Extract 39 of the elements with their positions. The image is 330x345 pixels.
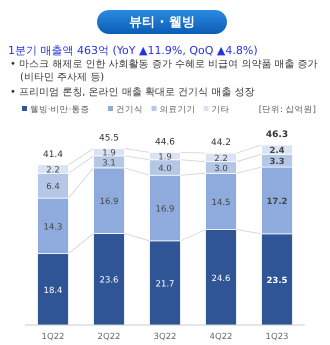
total-label: 46.3: [266, 130, 288, 140]
total-label: 45.5: [98, 133, 120, 144]
data-label: 6.4: [46, 182, 60, 192]
x-tick-label: 1Q23: [266, 332, 288, 342]
data-label: 18.4: [44, 286, 62, 296]
data-label: 1.9: [102, 148, 116, 159]
chart-subtitle: 1분기 매출액 463억 (YoY ▲11.9%, QoQ ▲4.8%): [8, 43, 258, 58]
x-tick-label: 3Q22: [154, 332, 176, 342]
data-label: 17.2: [266, 196, 288, 207]
data-label: 16.9: [100, 197, 118, 208]
legend-label: 건기식: [116, 105, 143, 115]
text: • 프리미엄 론칭, 온라인 매출 확대로 건기식 매출 성장: [10, 86, 256, 99]
data-label: 4.0: [158, 164, 172, 174]
data-label: 3.1: [102, 158, 116, 168]
data-label: 23.5: [266, 276, 288, 286]
legend-label: 기타: [212, 105, 230, 115]
data-label: 14.3: [44, 222, 62, 232]
data-label: 21.7: [156, 279, 174, 290]
data-label: 1.9: [158, 152, 172, 163]
legend-label: 의료기기: [160, 105, 196, 115]
data-label: 2.4: [269, 146, 285, 156]
data-label: 3.0: [214, 164, 228, 174]
data-label: 16.9: [156, 204, 174, 215]
x-tick-label: 1Q22: [42, 332, 64, 342]
legend-label: 웰빙·비만·통증: [30, 105, 90, 115]
data-label: 14.5: [212, 198, 230, 208]
x-tick-label: 2Q22: [98, 332, 120, 342]
total-label: 44.2: [210, 138, 232, 148]
x-tick-label: 4Q22: [210, 332, 232, 342]
total-label: 41.4: [42, 150, 64, 160]
data-label: 24.6: [212, 274, 230, 284]
text: [단위: 십억원]: [258, 105, 316, 115]
data-label: 2.2: [214, 154, 228, 164]
data-label: 3.3: [269, 157, 285, 168]
data-label: 2.2: [46, 166, 60, 176]
data-label: 23.6: [100, 276, 118, 286]
chart-title: 뷰티 · 웰빙: [97, 10, 227, 34]
text: • 마스크 해제로 인한 사회활동 증가 수혜로 비급여 의약품 매출 증가 (비타민 주사제 등): [10, 58, 319, 84]
total-label: 44.6: [154, 137, 176, 148]
